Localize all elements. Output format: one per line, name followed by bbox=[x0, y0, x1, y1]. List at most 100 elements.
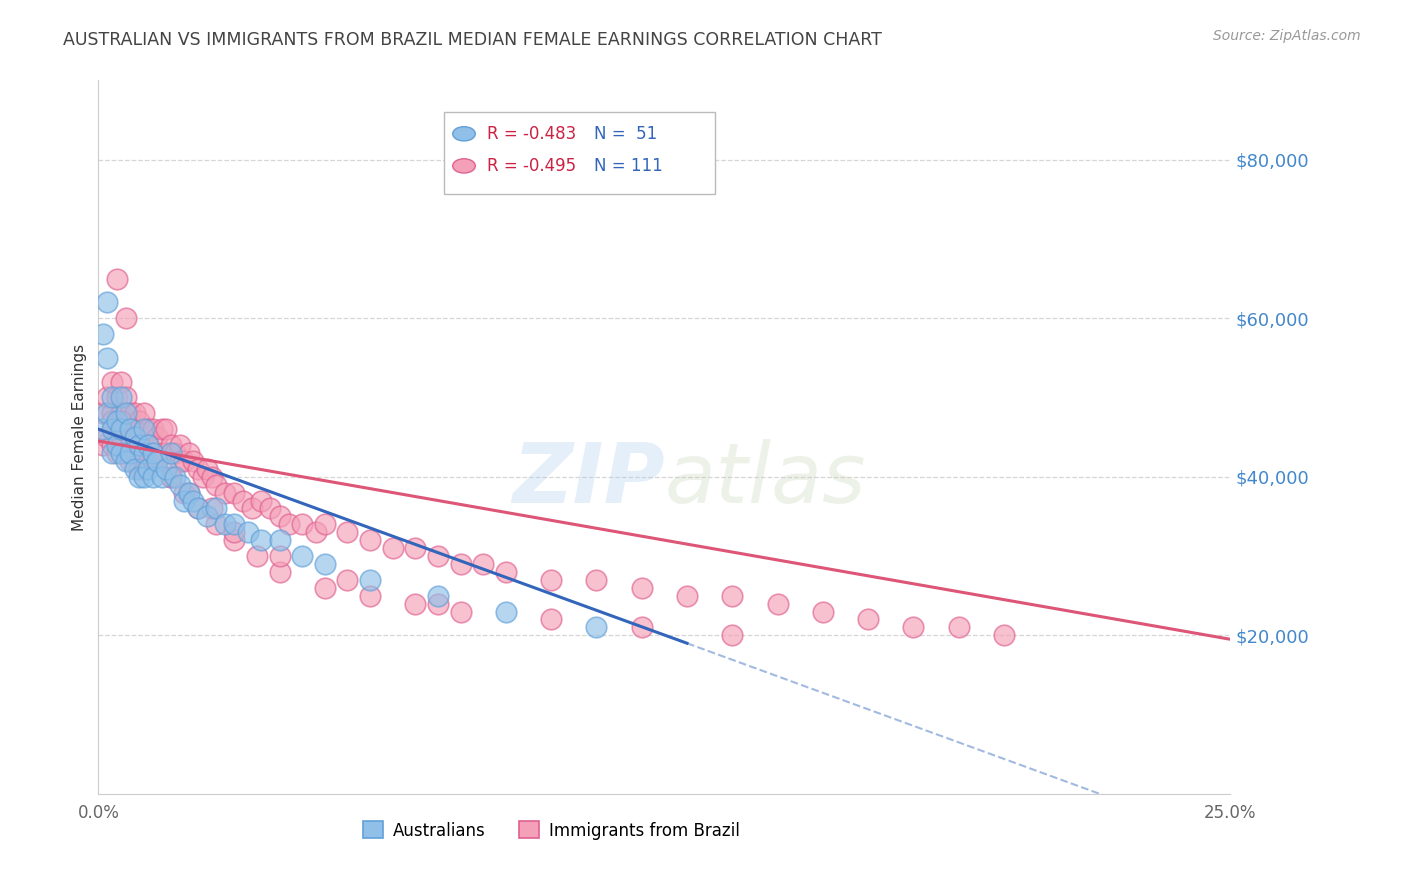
Point bbox=[250, 533, 273, 548]
Point bbox=[146, 454, 169, 468]
Point bbox=[105, 414, 128, 428]
Point bbox=[146, 454, 169, 468]
Point bbox=[120, 422, 142, 436]
Point bbox=[495, 605, 517, 619]
Point bbox=[187, 462, 209, 476]
Point bbox=[155, 422, 177, 436]
Point bbox=[291, 549, 314, 563]
Point bbox=[114, 311, 136, 326]
Point bbox=[110, 406, 132, 420]
Point bbox=[277, 517, 299, 532]
Point bbox=[269, 565, 291, 579]
Circle shape bbox=[453, 159, 475, 173]
Point bbox=[110, 446, 132, 460]
Point bbox=[132, 406, 155, 420]
Point bbox=[336, 525, 359, 540]
Point bbox=[160, 469, 183, 483]
Point bbox=[585, 573, 607, 587]
Point bbox=[450, 557, 472, 571]
Point bbox=[96, 391, 118, 405]
Point bbox=[224, 525, 246, 540]
Point bbox=[314, 517, 336, 532]
Circle shape bbox=[453, 127, 475, 141]
Point bbox=[120, 406, 142, 420]
Point bbox=[146, 454, 169, 468]
Point bbox=[169, 477, 191, 491]
Point bbox=[269, 509, 291, 524]
Text: Source: ZipAtlas.com: Source: ZipAtlas.com bbox=[1213, 29, 1361, 43]
Point bbox=[201, 469, 224, 483]
Point bbox=[124, 446, 146, 460]
Point bbox=[236, 525, 259, 540]
Point bbox=[150, 422, 173, 436]
Point bbox=[91, 438, 114, 452]
Point bbox=[91, 326, 114, 341]
Point bbox=[191, 469, 214, 483]
Point bbox=[142, 469, 165, 483]
Point bbox=[721, 628, 744, 642]
Point bbox=[101, 391, 124, 405]
Point bbox=[165, 446, 187, 460]
Point bbox=[177, 485, 200, 500]
Point bbox=[450, 605, 472, 619]
Point bbox=[585, 620, 607, 634]
Point bbox=[96, 351, 118, 365]
Point bbox=[110, 414, 132, 428]
Point bbox=[232, 493, 254, 508]
Point bbox=[128, 438, 150, 452]
Point bbox=[427, 549, 450, 563]
Point bbox=[142, 446, 165, 460]
Point bbox=[183, 454, 205, 468]
Point bbox=[96, 295, 118, 310]
Point bbox=[195, 462, 218, 476]
Point bbox=[305, 525, 328, 540]
Point bbox=[187, 501, 209, 516]
Point bbox=[948, 620, 970, 634]
Point bbox=[205, 501, 228, 516]
Point bbox=[205, 517, 228, 532]
Text: ZIP: ZIP bbox=[512, 440, 665, 520]
Point bbox=[169, 438, 191, 452]
Point bbox=[96, 430, 118, 444]
Point bbox=[136, 438, 159, 452]
Point bbox=[142, 446, 165, 460]
Point bbox=[150, 446, 173, 460]
Point bbox=[124, 406, 146, 420]
Point bbox=[160, 469, 183, 483]
FancyBboxPatch shape bbox=[444, 112, 716, 194]
Point bbox=[404, 597, 426, 611]
Y-axis label: Median Female Earnings: Median Female Earnings bbox=[72, 343, 87, 531]
Point bbox=[110, 375, 132, 389]
Point bbox=[214, 485, 236, 500]
Point bbox=[676, 589, 699, 603]
Point bbox=[630, 581, 652, 595]
Point bbox=[136, 446, 159, 460]
Point bbox=[110, 391, 132, 405]
Point bbox=[856, 612, 879, 626]
Point bbox=[132, 422, 155, 436]
Point bbox=[404, 541, 426, 555]
Point bbox=[105, 271, 128, 285]
Point bbox=[124, 422, 146, 436]
Point bbox=[269, 533, 291, 548]
Point bbox=[173, 485, 195, 500]
Point bbox=[101, 446, 124, 460]
Point bbox=[105, 391, 128, 405]
Point bbox=[160, 438, 183, 452]
Point bbox=[128, 469, 150, 483]
Point bbox=[124, 462, 146, 476]
Point bbox=[110, 422, 132, 436]
Point bbox=[101, 375, 124, 389]
Point bbox=[721, 589, 744, 603]
Point bbox=[224, 485, 246, 500]
Point bbox=[124, 430, 146, 444]
Point bbox=[114, 391, 136, 405]
Point bbox=[114, 454, 136, 468]
Point bbox=[224, 533, 246, 548]
Text: R = -0.483: R = -0.483 bbox=[486, 125, 576, 143]
Point bbox=[205, 477, 228, 491]
Point bbox=[132, 469, 155, 483]
Text: N =  51: N = 51 bbox=[595, 125, 658, 143]
Point bbox=[120, 446, 142, 460]
Point bbox=[142, 454, 165, 468]
